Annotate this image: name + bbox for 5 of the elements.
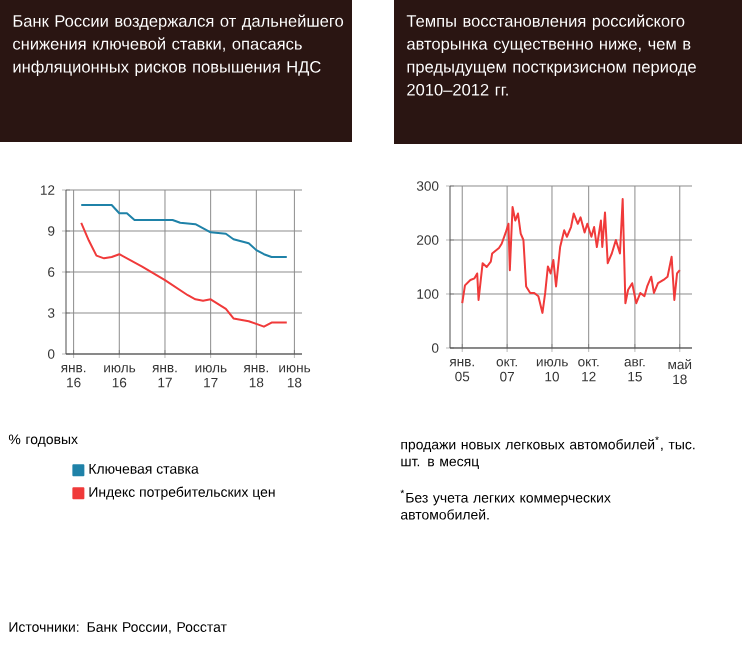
line-series (461, 197, 681, 314)
chart-title: Банк России воздержался от дальнейшего снижения ключевой ставки, опасаясь инфляционных рисков повышения НДС (13, 14, 344, 76)
line-series (80, 204, 288, 258)
chart-title: Темпы восстановления российского авторынка существенно ниже, чем в предыдущем посткризисном периоде 2010–2012 гг. (406, 14, 696, 96)
line-series (80, 221, 288, 328)
